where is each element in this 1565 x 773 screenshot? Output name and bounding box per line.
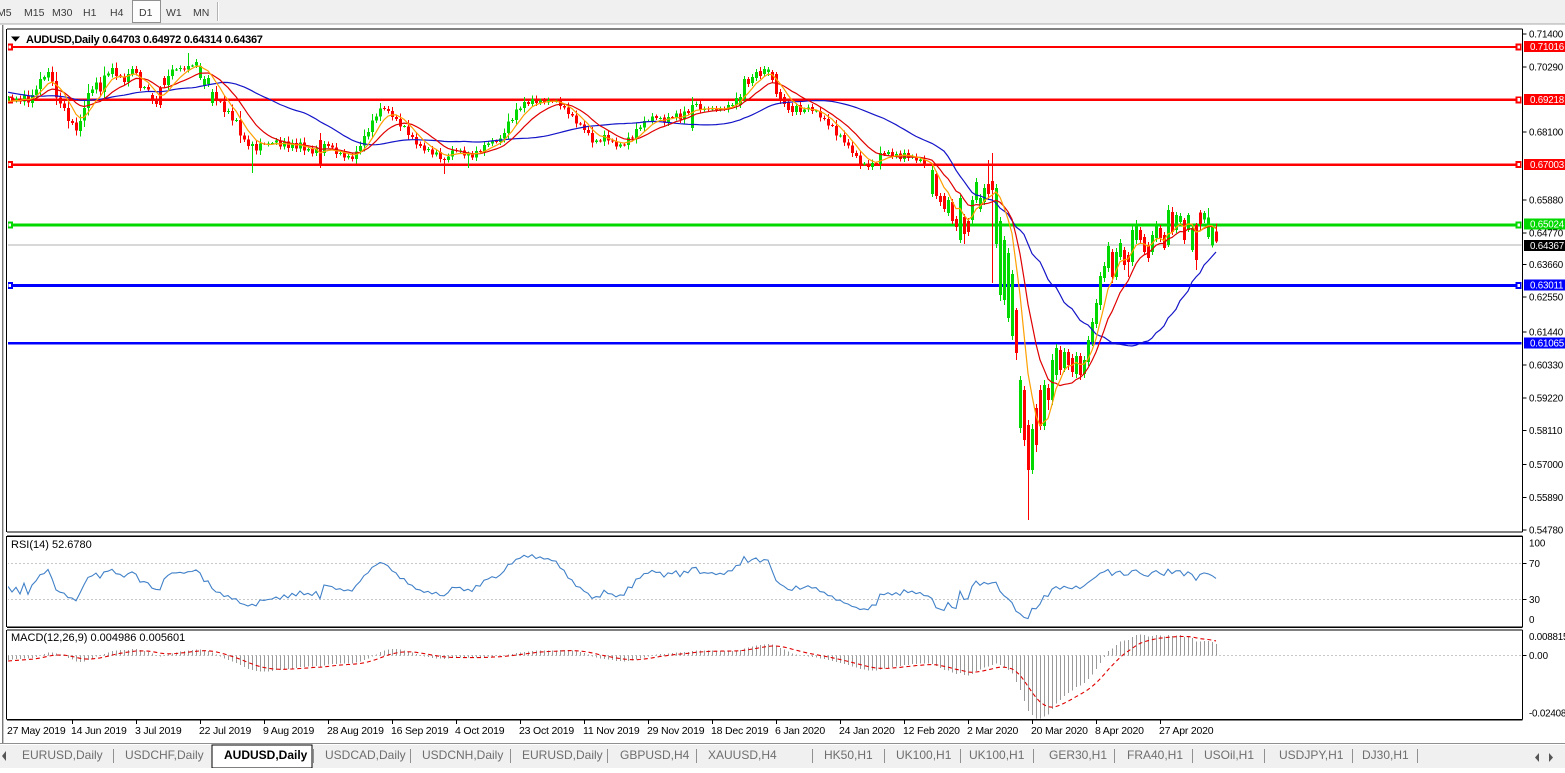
svg-text:H4: H4 bbox=[110, 7, 124, 19]
svg-text:0.58110: 0.58110 bbox=[1529, 426, 1563, 437]
svg-text:0.63011: 0.63011 bbox=[1530, 281, 1563, 292]
svg-text:0.71400: 0.71400 bbox=[1529, 30, 1564, 41]
svg-text:USDJPY,H1: USDJPY,H1 bbox=[1279, 748, 1344, 762]
svg-text:0.54780: 0.54780 bbox=[1529, 526, 1564, 537]
svg-text:0.008815: 0.008815 bbox=[1529, 632, 1565, 643]
svg-text:0.71016: 0.71016 bbox=[1530, 42, 1565, 53]
svg-text:0.55890: 0.55890 bbox=[1529, 493, 1564, 504]
svg-text:28 Aug 2019: 28 Aug 2019 bbox=[327, 725, 384, 737]
svg-text:27 May 2019: 27 May 2019 bbox=[7, 725, 66, 737]
svg-text:USOil,H1: USOil,H1 bbox=[1204, 748, 1254, 762]
svg-text:HK50,H1: HK50,H1 bbox=[824, 748, 873, 762]
svg-text:M15: M15 bbox=[24, 7, 45, 19]
svg-text:0.70290: 0.70290 bbox=[1529, 63, 1564, 74]
svg-text:MACD(12,26,9) 0.004986 0.00560: MACD(12,26,9) 0.004986 0.005601 bbox=[11, 632, 185, 644]
svg-text:USDCHF,Daily: USDCHF,Daily bbox=[125, 748, 204, 762]
svg-text:14 Jun 2019: 14 Jun 2019 bbox=[71, 725, 127, 737]
svg-text:29 Nov 2019: 29 Nov 2019 bbox=[647, 725, 705, 737]
svg-text:FRA40,H1: FRA40,H1 bbox=[1127, 748, 1183, 762]
svg-text:RSI(14) 52.6780: RSI(14) 52.6780 bbox=[11, 539, 92, 551]
svg-text:EURUSD,Daily: EURUSD,Daily bbox=[22, 748, 103, 762]
svg-text:0.68100: 0.68100 bbox=[1529, 128, 1564, 139]
svg-text:0.57000: 0.57000 bbox=[1529, 460, 1564, 471]
svg-text:27 Apr 2020: 27 Apr 2020 bbox=[1159, 725, 1214, 737]
svg-text:0.61440: 0.61440 bbox=[1529, 328, 1564, 339]
svg-text:0.61065: 0.61065 bbox=[1530, 338, 1565, 349]
svg-text:H1: H1 bbox=[83, 7, 97, 19]
svg-text:M30: M30 bbox=[52, 7, 73, 19]
svg-text:EURUSD,Daily: EURUSD,Daily bbox=[522, 748, 603, 762]
svg-text:AUDUSD,Daily: AUDUSD,Daily bbox=[224, 748, 308, 762]
svg-text:24 Jan 2020: 24 Jan 2020 bbox=[839, 725, 895, 737]
svg-text:3 Jul 2019: 3 Jul 2019 bbox=[135, 725, 182, 737]
svg-text:USDCAD,Daily: USDCAD,Daily bbox=[325, 748, 406, 762]
svg-text:AUDUSD,Daily 0.64703 0.64972: AUDUSD,Daily 0.64703 0.64972 0.64314 0.6… bbox=[26, 34, 263, 46]
svg-text:20 Mar 2020: 20 Mar 2020 bbox=[1031, 725, 1088, 737]
svg-text:9 Aug 2019: 9 Aug 2019 bbox=[263, 725, 314, 737]
svg-text:0: 0 bbox=[1529, 615, 1535, 626]
svg-text:12 Feb 2020: 12 Feb 2020 bbox=[903, 725, 960, 737]
svg-text:0.62550: 0.62550 bbox=[1529, 293, 1564, 304]
svg-text:M5: M5 bbox=[0, 7, 12, 19]
svg-text:0.59220: 0.59220 bbox=[1529, 394, 1564, 405]
svg-text:XAUUSD,H4: XAUUSD,H4 bbox=[708, 748, 777, 762]
svg-text:4 Oct 2019: 4 Oct 2019 bbox=[455, 725, 505, 737]
svg-text:GBPUSD,H4: GBPUSD,H4 bbox=[620, 748, 690, 762]
svg-text:11 Nov 2019: 11 Nov 2019 bbox=[583, 725, 640, 737]
svg-text:8 Apr 2020: 8 Apr 2020 bbox=[1095, 725, 1144, 737]
svg-text:D1: D1 bbox=[139, 7, 153, 19]
svg-text:0.69218: 0.69218 bbox=[1530, 95, 1565, 106]
svg-text:0.64770: 0.64770 bbox=[1529, 229, 1564, 240]
svg-text:MN: MN bbox=[193, 7, 209, 19]
svg-text:2 Mar 2020: 2 Mar 2020 bbox=[967, 725, 1018, 737]
svg-text:GER30,H1: GER30,H1 bbox=[1049, 748, 1107, 762]
svg-text:6 Jan 2020: 6 Jan 2020 bbox=[775, 725, 825, 737]
svg-text:0.67003: 0.67003 bbox=[1530, 160, 1565, 171]
svg-text:0.64367: 0.64367 bbox=[1530, 241, 1564, 252]
svg-text:UK100,H1: UK100,H1 bbox=[896, 748, 952, 762]
svg-text:22 Jul 2019: 22 Jul 2019 bbox=[199, 725, 251, 737]
svg-text:0.65880: 0.65880 bbox=[1529, 196, 1564, 207]
svg-text:0.60330: 0.60330 bbox=[1529, 361, 1564, 372]
svg-text:23 Oct 2019: 23 Oct 2019 bbox=[519, 725, 574, 737]
svg-text:UK100,H1: UK100,H1 bbox=[969, 748, 1025, 762]
svg-text:W1: W1 bbox=[166, 7, 182, 19]
svg-text:0.63660: 0.63660 bbox=[1529, 260, 1564, 271]
svg-text:70: 70 bbox=[1529, 559, 1540, 570]
svg-text:0.65024: 0.65024 bbox=[1530, 220, 1565, 231]
svg-text:16 Sep 2019: 16 Sep 2019 bbox=[391, 725, 449, 737]
svg-text:DJ30,H1: DJ30,H1 bbox=[1362, 748, 1409, 762]
svg-text:0.00: 0.00 bbox=[1529, 651, 1549, 662]
svg-text:100: 100 bbox=[1529, 539, 1546, 550]
svg-text:USDCNH,Daily: USDCNH,Daily bbox=[422, 748, 503, 762]
svg-text:18 Dec 2019: 18 Dec 2019 bbox=[711, 725, 769, 737]
svg-text:30: 30 bbox=[1529, 595, 1540, 606]
